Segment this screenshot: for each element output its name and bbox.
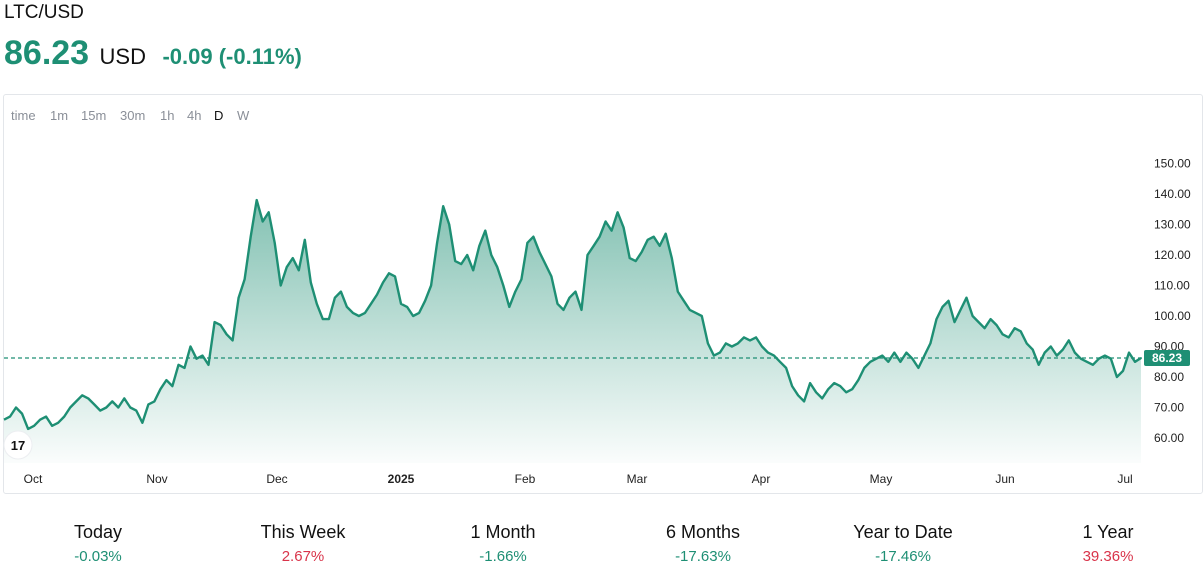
last-price-label: 86.23 xyxy=(1152,351,1182,365)
stat-label: 1 Month xyxy=(470,522,536,542)
stat-value: 39.36% xyxy=(1082,548,1134,565)
performance-stats: Today -0.03% This Week 2.67% 1 Month -1.… xyxy=(0,522,1204,570)
stat-label: This Week xyxy=(260,522,346,542)
y-tick-label: 150.00 xyxy=(1154,157,1191,171)
stat-year-to-date: Year to Date -17.46% xyxy=(803,522,1003,565)
y-tick-label: 100.00 xyxy=(1154,309,1191,323)
x-tick-label: Mar xyxy=(627,472,648,486)
timeframe-15m[interactable]: 15m xyxy=(81,108,107,123)
stat-value: -17.46% xyxy=(875,548,931,565)
stat-value: -1.66% xyxy=(479,548,527,565)
stat-value: -17.63% xyxy=(675,548,731,565)
stat-label: Today xyxy=(73,522,123,542)
pair-title: LTC/USD xyxy=(4,2,84,23)
timeframe-4h[interactable]: 4h xyxy=(187,108,202,123)
price-chart[interactable]: 60.0070.0080.0090.00100.00110.00120.0013… xyxy=(0,0,1204,500)
y-tick-label: 80.00 xyxy=(1154,370,1184,384)
last-price-badge xyxy=(1144,349,1190,366)
timeframe-1m[interactable]: 1m xyxy=(50,108,69,123)
stat-label: Year to Date xyxy=(853,522,953,542)
y-tick-label: 120.00 xyxy=(1154,248,1191,262)
x-tick-label: May xyxy=(870,472,893,486)
stat-label: 1 Year xyxy=(1082,522,1134,542)
y-tick-label: 140.00 xyxy=(1154,187,1191,201)
y-tick-label: 110.00 xyxy=(1154,279,1190,293)
price-change: -0.09 (-0.11%) xyxy=(162,44,302,69)
currency-label: USD xyxy=(99,44,146,69)
x-tick-label: Jun xyxy=(995,472,1014,486)
y-tick-label: 130.00 xyxy=(1154,218,1191,232)
stat-1-month: 1 Month -1.66% xyxy=(403,522,603,565)
logo-mark: 17 xyxy=(11,438,25,453)
current-price: 86.23 xyxy=(4,34,90,72)
timeframe-1h[interactable]: 1h xyxy=(160,108,175,123)
y-tick-label: 60.00 xyxy=(1154,431,1184,445)
timeframe-w[interactable]: W xyxy=(237,108,250,123)
price-row: 86.23 USD -0.09 (-0.11%) xyxy=(4,34,302,74)
logo-icon xyxy=(3,430,33,460)
stat-value: -0.03% xyxy=(74,548,122,565)
x-tick-label: Dec xyxy=(266,472,287,486)
x-tick-label: 2025 xyxy=(388,472,415,486)
x-tick-label: Nov xyxy=(146,472,167,486)
x-tick-label: Apr xyxy=(752,472,771,486)
y-tick-label: 70.00 xyxy=(1154,401,1184,415)
stat-today: Today -0.03% xyxy=(0,522,198,565)
price-line xyxy=(3,198,1142,431)
stat-1-year: 1 Year 39.36% xyxy=(1008,522,1204,565)
stat-this-week: This Week 2.67% xyxy=(203,522,403,565)
x-tick-label: Jul xyxy=(1117,472,1132,486)
timeframe-d[interactable]: D xyxy=(214,108,224,123)
stat-label: 6 Months xyxy=(665,522,741,542)
stat-value: 2.67% xyxy=(281,548,325,565)
price-area-fill xyxy=(4,200,1141,463)
x-tick-label: Feb xyxy=(515,472,536,486)
x-tick-label: Oct xyxy=(24,472,43,486)
timeframe-time[interactable]: time xyxy=(11,108,36,123)
timeframe-30m[interactable]: 30m xyxy=(120,108,146,123)
stat-6-months: 6 Months -17.63% xyxy=(603,522,803,565)
